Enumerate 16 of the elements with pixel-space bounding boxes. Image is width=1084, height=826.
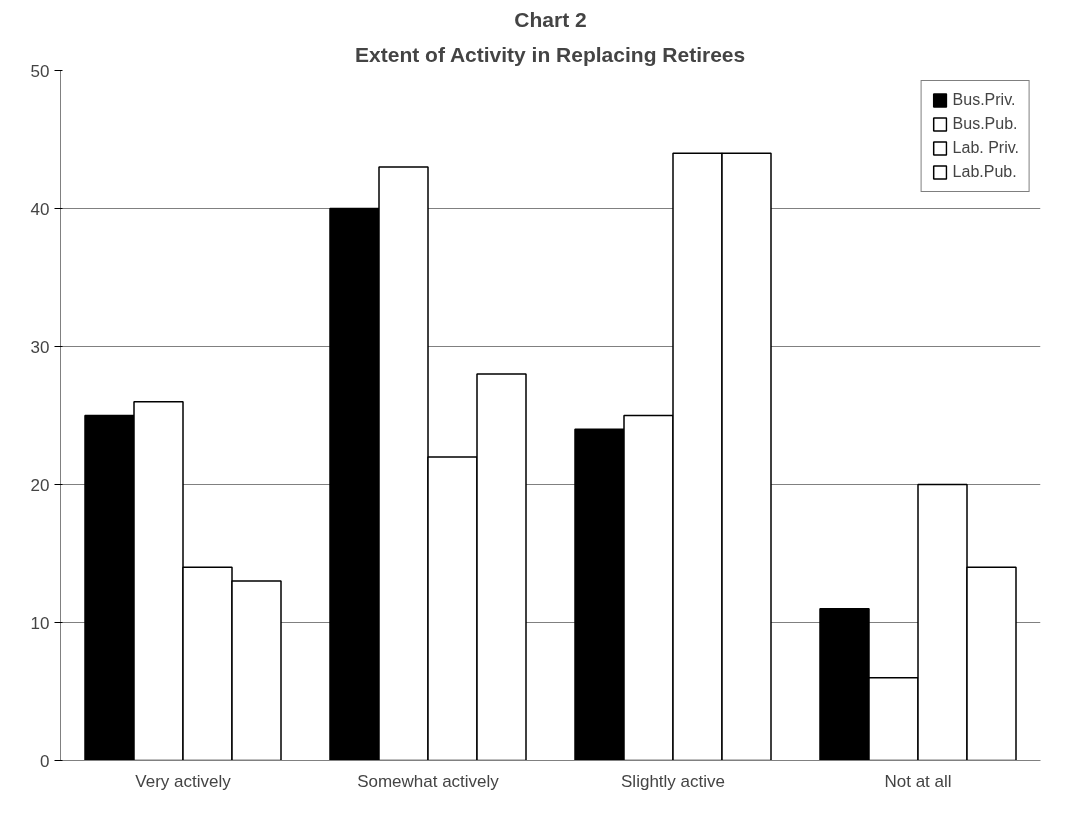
y-tick-label: 20 <box>30 475 50 495</box>
legend-label: Bus.Pub. <box>952 115 1018 133</box>
legend-label: Lab. Priv. <box>952 139 1019 157</box>
x-tick-label: Not at all <box>884 771 952 791</box>
x-tick-label: Very actively <box>135 771 232 791</box>
y-tick-label: 10 <box>30 613 50 633</box>
y-tick-label: 0 <box>40 751 50 771</box>
legend-label: Bus.Priv. <box>952 91 1016 109</box>
y-tick-label: 50 <box>30 61 50 81</box>
x-tick-label: Slightly active <box>621 771 725 791</box>
chart-subtitle: Extent of Activity in Replacing Retirees <box>355 42 746 66</box>
chart-title: Chart 2 <box>514 7 587 31</box>
legend-label: Lab.Pub. <box>952 163 1017 181</box>
x-tick-label: Somewhat actively <box>357 771 500 791</box>
y-tick-label: 40 <box>30 199 50 219</box>
y-tick-label: 30 <box>30 337 50 357</box>
